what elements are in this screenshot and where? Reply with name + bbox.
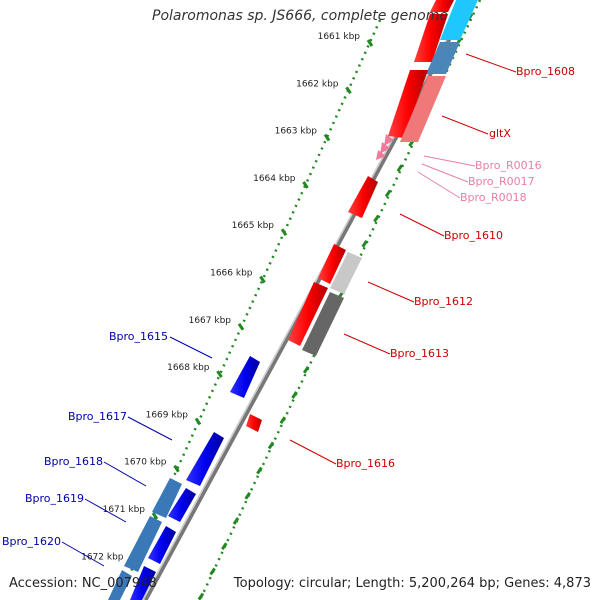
forward-track-tick [221, 542, 228, 551]
scale-tick-label: 1670 kbp [124, 458, 167, 468]
gene-bar-gltx-b[interactable] [400, 76, 446, 142]
forward-track-tick [232, 517, 240, 525]
scale-track [116, 19, 382, 600]
accession-text: Accession: NC_007948 [9, 576, 157, 591]
gene-bar-bpro-1619-a[interactable] [124, 516, 162, 572]
scale-tick-label: 1664 kbp [253, 174, 296, 184]
gene-bar-gltx-a[interactable] [388, 70, 428, 138]
gene-label[interactable]: Bpro_1615 [109, 330, 168, 343]
gene-bar-bpro-1613-b[interactable] [302, 292, 344, 356]
scale-tick [280, 228, 288, 237]
gene-bar-rna-0017[interactable] [380, 142, 390, 154]
topology-text: Topology: circular; Length: 5,200,264 bp… [233, 576, 591, 591]
gene-label[interactable]: Bpro_1620 [2, 535, 61, 548]
scale-tick-label: 1669 kbp [146, 410, 189, 420]
forward-track-tick [384, 189, 392, 198]
gene-bar-bpro-1608-b[interactable] [440, 0, 478, 40]
scale-tick [216, 370, 223, 378]
scale-tick [345, 86, 352, 95]
forward-track-tick [291, 391, 298, 399]
gene-label[interactable]: Bpro_1616 [336, 457, 395, 470]
gene-label[interactable]: Bpro_1617 [68, 410, 127, 423]
label-leaders [61, 53, 517, 567]
forward-track-tick [209, 567, 216, 576]
gene-bar-bpro-1608-c[interactable] [426, 42, 460, 74]
forward-track-tick [361, 239, 368, 248]
gene-bar-bpro-1617[interactable] [186, 432, 224, 486]
gene-bar-rna-0016[interactable] [384, 134, 394, 146]
gene-bar-bpro-1619-b[interactable] [148, 526, 176, 564]
gene-bar-bpro-1615[interactable] [230, 356, 260, 398]
forward-track-tick [256, 466, 263, 475]
scale-tick-label: 1668 kbp [167, 363, 210, 373]
gene-label[interactable]: gltX [489, 127, 511, 140]
gene-bar-bpro-1608-a[interactable] [414, 14, 448, 62]
gene-bar-rna-0018[interactable] [376, 150, 386, 160]
gene-label[interactable]: Bpro_1610 [444, 229, 503, 242]
map-title: Polaromonas sp. JS666, complete genome [152, 8, 448, 24]
scale-tick [151, 512, 159, 520]
gene-bar-bpro-1616[interactable] [246, 414, 262, 432]
reverse-genes [108, 356, 260, 600]
scale-tick-label: 1672 kbp [81, 552, 124, 562]
gene-label[interactable]: Bpro_R0017 [468, 175, 535, 188]
gene-bar-bpro-1613-a[interactable] [288, 282, 328, 346]
gene-labels: Bpro_1608 gltX Bpro_R0016 Bpro_R0017 Bpr… [2, 65, 575, 548]
forward-genes [246, 0, 478, 432]
scale-tick-label: 1662 kbp [296, 79, 339, 89]
scale-tick [237, 322, 245, 331]
gene-bar-bpro-1618-b[interactable] [168, 488, 196, 522]
forward-track-tick [279, 416, 287, 425]
scale-tick [323, 133, 331, 142]
scale-tick [194, 417, 202, 426]
forward-track-tick [244, 491, 251, 500]
scale-tick [173, 464, 180, 473]
gene-label[interactable]: Bpro_1608 [516, 65, 575, 78]
gene-label[interactable]: Bpro_R0018 [460, 191, 527, 204]
gene-label[interactable]: Bpro_1618 [44, 455, 103, 468]
scale-tick [259, 275, 266, 284]
scale-tick-label: 1666 kbp [210, 269, 253, 279]
gene-label[interactable]: Bpro_1613 [390, 347, 449, 360]
scale-tick-label: 1671 kbp [103, 505, 146, 515]
forward-track-tick [396, 164, 404, 173]
forward-track-tick [373, 214, 380, 223]
gene-label[interactable]: Bpro_1612 [414, 295, 473, 308]
scale-tick [302, 181, 309, 189]
gene-bar-bpro-1611[interactable] [318, 244, 346, 284]
gene-bar-bpro-1612[interactable] [330, 252, 362, 294]
forward-track-tick [267, 441, 275, 450]
scale-tick-label: 1665 kbp [232, 221, 275, 231]
gene-bar-bpro-1618-a[interactable] [152, 478, 182, 518]
gene-bar-bpro-1610[interactable] [348, 176, 378, 218]
gene-label[interactable]: Bpro_R0016 [475, 159, 542, 172]
gene-bar-bpro-1620-b[interactable] [130, 566, 156, 600]
forward-track-tick [302, 365, 310, 374]
gene-bar-bpro-1607[interactable] [430, 0, 454, 12]
gene-label[interactable]: Bpro_1619 [25, 492, 84, 505]
forward-track-tick [197, 592, 205, 600]
scale-tick-label: 1661 kbp [318, 32, 361, 42]
scale-tick-label: 1667 kbp [189, 316, 232, 326]
scale-tick [366, 39, 374, 47]
gene-bar-bpro-1620-a[interactable] [108, 570, 132, 600]
scale-tick-label: 1663 kbp [275, 127, 318, 137]
